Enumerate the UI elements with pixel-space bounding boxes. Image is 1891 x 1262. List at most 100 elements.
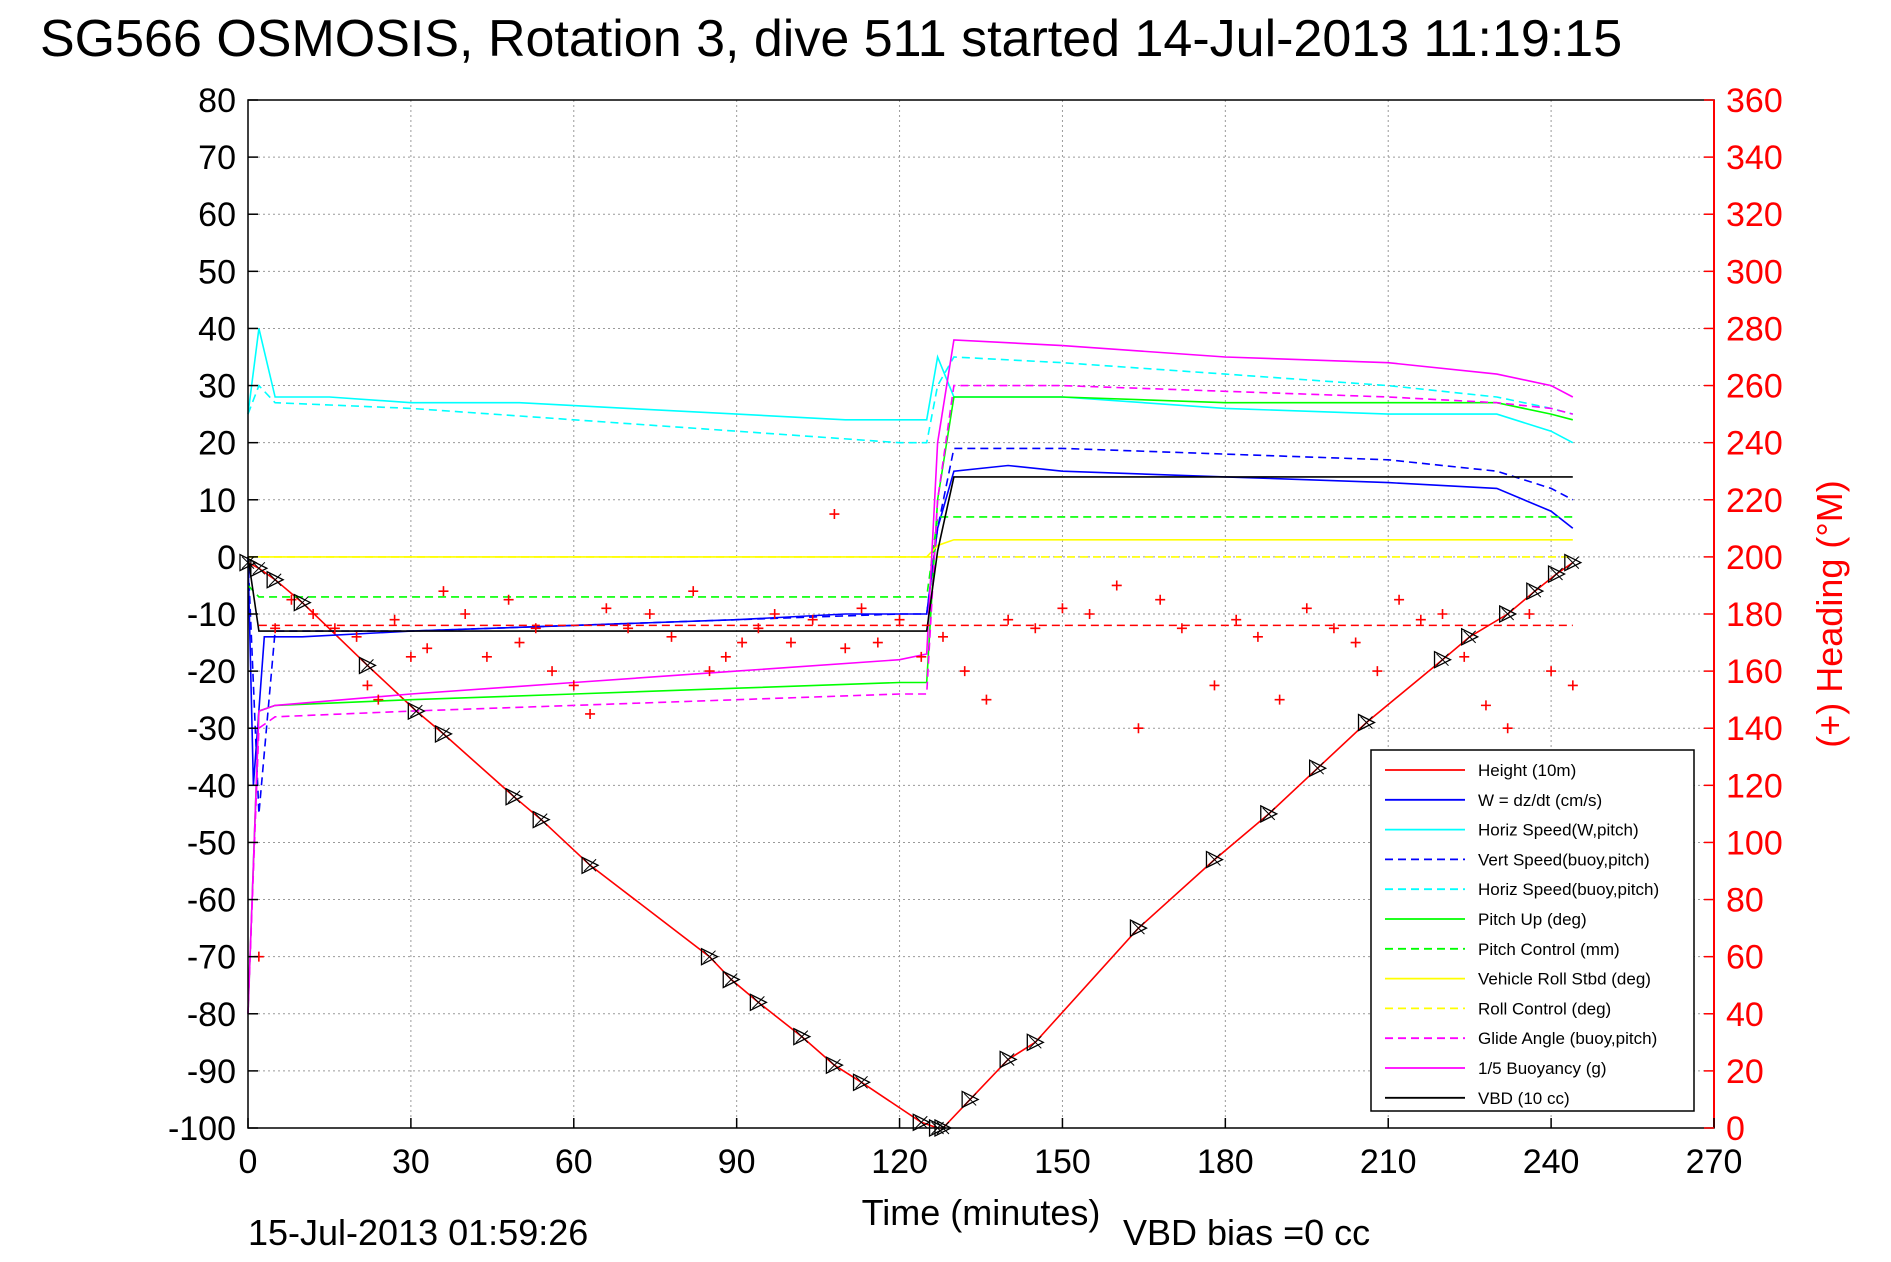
height-marker-triangle xyxy=(1526,582,1545,601)
legend-box xyxy=(1370,749,1695,1112)
height-marker-cross xyxy=(361,659,374,672)
heading-point xyxy=(1372,666,1383,677)
legend-label: W = dz/dt (cm/s) xyxy=(1478,791,1602,810)
heading-point xyxy=(1231,614,1242,625)
height-marker-triangle xyxy=(999,1050,1018,1069)
height-marker xyxy=(407,702,426,721)
height-marker-triangle xyxy=(1205,850,1224,869)
x-axis-label: Time (minutes) xyxy=(862,1192,1101,1233)
heading-point xyxy=(1350,637,1361,648)
heading-point xyxy=(1415,614,1426,625)
height-marker-cross xyxy=(1501,607,1515,621)
height-marker-triangle xyxy=(1461,627,1480,646)
y-left-tick-label: 20 xyxy=(198,425,236,463)
height-marker-triangle xyxy=(852,1073,872,1092)
heading-point xyxy=(514,637,525,648)
height-marker-triangle xyxy=(1129,919,1148,938)
heading-point xyxy=(1155,594,1166,605)
heading-point xyxy=(807,614,818,625)
heading-point xyxy=(1567,680,1578,691)
y-right-tick-label: 320 xyxy=(1726,196,1783,234)
height-marker xyxy=(825,1056,844,1075)
height-marker-triangle xyxy=(912,1113,931,1132)
y-left-tick-label: -40 xyxy=(187,767,236,805)
height-marker-cross xyxy=(963,1093,977,1106)
height-marker xyxy=(1564,553,1583,572)
height-marker xyxy=(1260,804,1279,823)
markers-layer xyxy=(239,553,1583,1138)
height-marker xyxy=(722,970,741,989)
x-tick-label: 240 xyxy=(1523,1143,1580,1181)
height-marker xyxy=(532,810,551,829)
heading-point xyxy=(894,614,905,625)
legend-item: W = dz/dt (cm/s) xyxy=(1385,791,1602,810)
legend-item: Vert Speed(buoy,pitch) xyxy=(1385,850,1650,869)
heading-point xyxy=(329,623,340,634)
y-left-tick-label: 40 xyxy=(198,310,236,348)
legend-item: Vehicle Roll Stbd (deg) xyxy=(1385,970,1651,989)
heading-point xyxy=(688,586,699,597)
height-marker-triangle xyxy=(1547,564,1566,584)
heading-point xyxy=(481,651,492,662)
height-marker xyxy=(434,724,453,743)
y-right-tick-label: 60 xyxy=(1726,939,1764,977)
heading-point xyxy=(959,666,970,677)
height-marker-cross xyxy=(828,1058,841,1072)
y-left-tick-label: -10 xyxy=(187,596,236,634)
legend-item: Horiz Speed(buoy,pitch) xyxy=(1385,880,1659,899)
height-marker xyxy=(1499,604,1518,624)
series-layer xyxy=(247,328,1574,1129)
heading-point xyxy=(1084,609,1095,619)
height-marker-cross xyxy=(268,573,282,587)
height-marker-triangle xyxy=(722,970,741,989)
height-marker-cross xyxy=(914,1115,928,1129)
height-marker-cross xyxy=(507,790,521,804)
y-left-tick-label: 60 xyxy=(198,196,236,234)
height-marker xyxy=(293,593,312,612)
legend-item: Height (10m) xyxy=(1385,761,1576,780)
height-marker xyxy=(505,787,524,806)
legend-item: Pitch Control (mm) xyxy=(1385,940,1620,959)
y-right-axis-label: (+) Heading (°M) xyxy=(1809,480,1850,747)
height-marker-triangle xyxy=(1357,713,1376,732)
height-marker xyxy=(700,947,719,966)
y-left-tick-label: -90 xyxy=(187,1053,236,1091)
height-marker xyxy=(266,570,285,589)
series-line-horiz-speed-w-pitch xyxy=(247,328,1574,444)
height-marker-cross xyxy=(1566,556,1580,569)
height-marker xyxy=(358,656,377,675)
height-marker-cross xyxy=(703,950,716,964)
heading-point xyxy=(872,637,883,648)
height-marker-triangle xyxy=(749,993,768,1012)
legend-label: Glide Angle (buoy,pitch) xyxy=(1478,1029,1657,1048)
series-line-vbd-10-cc xyxy=(247,476,1573,632)
y-left-tick-label: 0 xyxy=(217,539,236,577)
heading-point xyxy=(601,603,612,614)
y-left-tick-label: 70 xyxy=(198,139,236,177)
heading-point xyxy=(547,666,558,677)
height-marker xyxy=(852,1073,872,1092)
legend-label: Pitch Control (mm) xyxy=(1478,940,1620,959)
height-marker-triangle xyxy=(1308,759,1328,778)
legend-label: Horiz Speed(buoy,pitch) xyxy=(1478,880,1659,899)
height-marker-triangle xyxy=(250,559,269,578)
height-marker-cross xyxy=(295,596,309,609)
y-right-tick-label: 0 xyxy=(1726,1110,1745,1148)
y-left-tick-label: -20 xyxy=(187,653,236,691)
footer-date: 15-Jul-2013 01:59:26 xyxy=(248,1212,588,1253)
heading-point xyxy=(1502,723,1513,734)
heading-point xyxy=(916,651,927,662)
y-right-tick-label: 360 xyxy=(1726,82,1783,120)
legend-label: Height (10m) xyxy=(1478,761,1576,780)
y-right-tick-label: 160 xyxy=(1726,653,1783,691)
heading-layer xyxy=(253,509,1578,962)
height-marker xyxy=(581,856,600,875)
y-left-tick-label: -30 xyxy=(187,710,236,748)
height-marker xyxy=(1433,650,1452,669)
y-left-tick-label: 50 xyxy=(198,253,236,291)
height-marker xyxy=(793,1027,812,1046)
legend-label: Vehicle Roll Stbd (deg) xyxy=(1478,970,1651,989)
legend-item: VBD (10 cc) xyxy=(1385,1089,1570,1108)
height-marker-triangle xyxy=(434,724,453,743)
height-marker-cross xyxy=(1001,1053,1015,1066)
